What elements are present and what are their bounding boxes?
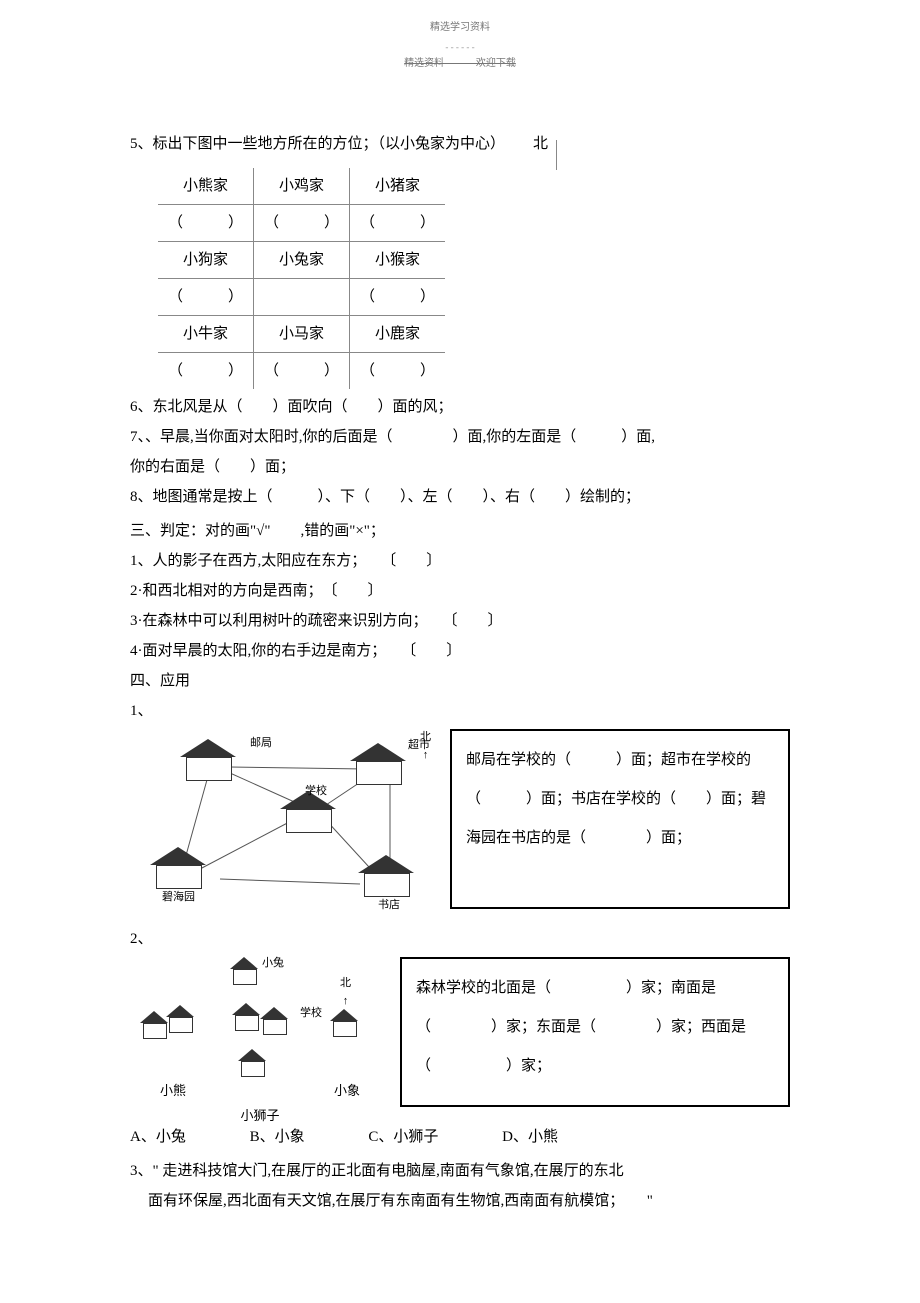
q5-prompt: 5、标出下图中一些地方所在的方位；（以小兔家为中心） [130, 132, 505, 162]
page: 精选学习资料 - - - - - - 精选资料 - - - - - 欢迎下载 5… [0, 0, 920, 1259]
q5-north-line [556, 140, 557, 170]
app2-cluster: 小兔 学校 北↑ [140, 957, 380, 1077]
app1-label: 1、 [130, 699, 790, 723]
q3b: 面有环保屋,西北面有天文馆,在展厅有东南面有生物馆,西南面有航模馆； " [130, 1189, 790, 1213]
grid-cell: 小牛家 [158, 316, 254, 353]
grid-blank: （ ） [158, 279, 254, 316]
q7b: 你的右面是（ ）面； [130, 455, 790, 479]
building-supermarket [350, 743, 406, 783]
grid-blank: （ ） [158, 353, 254, 390]
app1-block: 邮局 超市 学校 碧海园 书店 北↑ 邮局在学校的（ ）面；超市在学校的（ ）面… [130, 729, 790, 909]
label-rabbit: 小兔 [262, 955, 284, 973]
option-a: A、小兔 [130, 1125, 186, 1149]
grid-cell: 小熊家 [158, 168, 254, 205]
option-b: B、小象 [250, 1125, 305, 1149]
building-bihai [150, 847, 206, 887]
grid-blank [254, 279, 350, 316]
grid-blank: （ ） [158, 205, 254, 242]
grid-blank: （ ） [350, 205, 446, 242]
grid-cell: 小马家 [254, 316, 350, 353]
app2-label: 2、 [130, 927, 790, 951]
grid-blank: （ ） [254, 205, 350, 242]
header-line2: 精选资料 - - - - - 欢迎下载 [130, 56, 790, 72]
grid-cell: 小猪家 [350, 168, 446, 205]
north-text: 北 [420, 731, 431, 743]
option-c: C、小狮子 [368, 1125, 438, 1149]
label-lion: 小狮子 [130, 1106, 390, 1127]
grid-blank: （ ） [350, 279, 446, 316]
grid-cell: 小鸡家 [254, 168, 350, 205]
app1-textbox: 邮局在学校的（ ）面；超市在学校的（ ）面；书店在学校的（ ）面；碧海园在书店的… [450, 729, 790, 909]
app2-options: A、小兔 B、小象 C、小狮子 D、小熊 [130, 1125, 790, 1149]
grid-cell: 小狗家 [158, 242, 254, 279]
label-bihai: 碧海园 [162, 889, 195, 907]
grid-cell: 小兔家 [254, 242, 350, 279]
sec4-title: 四、应用 [130, 669, 790, 693]
app2-diagram: 小兔 学校 北↑ 小熊 小象 小狮子 [130, 957, 390, 1107]
app2-textbox: 森林学校的北面是（ ）家；南面是（ ）家；东面是（ ）家；西面是（ ）家； [400, 957, 790, 1107]
label-elephant: 小象 [334, 1081, 360, 1102]
north-text2: 北 [340, 977, 351, 989]
label-bear: 小熊 [160, 1081, 186, 1102]
option-d: D、小熊 [502, 1125, 558, 1149]
q5-north: 北 [533, 132, 548, 162]
header-line1: 精选学习资料 [130, 20, 790, 36]
label-bookstore: 书店 [378, 897, 400, 915]
app2-block: 小兔 学校 北↑ 小熊 小象 小狮子 森林学 [130, 957, 790, 1107]
label-school2: 学校 [300, 1005, 322, 1023]
sec3-i3: 3·在森林中可以利用树叶的疏密来识别方向； 〔 〕 [130, 609, 790, 633]
building-bookstore [358, 855, 414, 895]
q6: 6、东北风是从（ ）面吹向（ ）面的风； [130, 395, 790, 419]
header-dashes: - - - - - - [130, 40, 790, 54]
label-postoffice: 邮局 [250, 735, 272, 753]
sec3-i2: 2·和西北相对的方向是西南； 〔 〕 [130, 579, 790, 603]
app2-bottom-labels: 小熊 小象 [130, 1077, 390, 1102]
sec3-title: 三、判定：对的画"√" ,错的画"×"； [130, 519, 790, 543]
sec3-i1: 1、人的影子在西方,太阳应在东方； 〔 〕 [130, 549, 790, 573]
q7a: 7、、早晨,当你面对太阳时,你的后面是（ ）面,你的左面是（ ）面, [130, 425, 790, 449]
grid-cell: 小猴家 [350, 242, 446, 279]
app2-north: 北↑ [340, 975, 351, 1010]
q8: 8、地图通常是按上（ ）、下（ ）、左（ ）、右（ ）绘制的； [130, 485, 790, 509]
q3a: 3、" 走进科技馆大门,在展厅的正北面有电脑屋,南面有气象馆,在展厅的东北 [130, 1159, 790, 1183]
q5-grid: 小熊家 小鸡家 小猪家 （ ） （ ） （ ） 小狗家 小兔家 小猴家 （ ） … [158, 168, 445, 389]
grid-cell: 小鹿家 [350, 316, 446, 353]
sec3-i4: 4·面对早晨的太阳,你的右手边是南方； 〔 〕 [130, 639, 790, 663]
app1-north: 北↑ [420, 729, 431, 764]
app1-diagram: 邮局 超市 学校 碧海园 书店 北↑ [130, 729, 440, 909]
label-school: 学校 [305, 783, 327, 801]
grid-blank: （ ） [254, 353, 350, 390]
grid-blank: （ ） [350, 353, 446, 390]
building-postoffice [180, 739, 236, 779]
q5-prompt-row: 5、标出下图中一些地方所在的方位；（以小兔家为中心） 北 [130, 132, 790, 162]
